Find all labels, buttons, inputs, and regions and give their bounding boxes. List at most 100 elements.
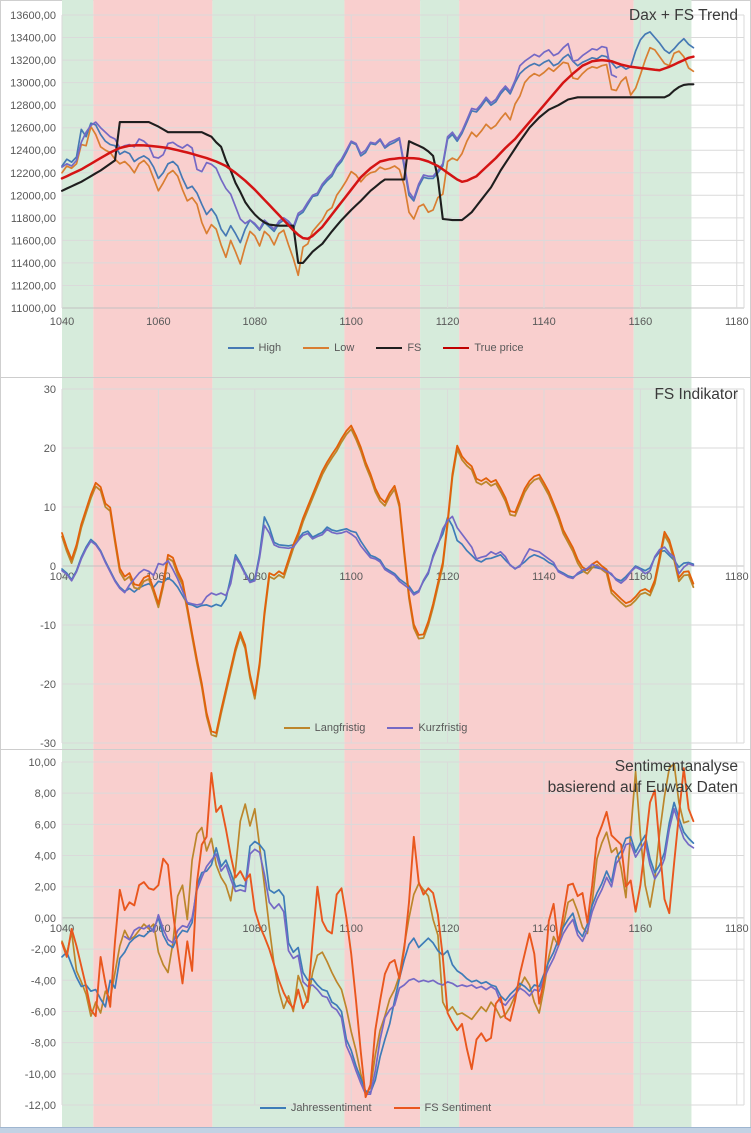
svg-text:2,00: 2,00 xyxy=(35,882,56,894)
svg-text:1100: 1100 xyxy=(339,571,363,583)
legend-line-sample xyxy=(283,727,310,729)
svg-text:1160: 1160 xyxy=(629,316,653,328)
legend-label: High xyxy=(258,342,282,354)
legend-label: Langfristig xyxy=(314,722,366,734)
svg-text:13200,00: 13200,00 xyxy=(10,55,56,67)
chart-title: Sentimentanalyse basierend auf Euwax Dat… xyxy=(548,756,738,798)
svg-text:-10: -10 xyxy=(40,620,56,632)
legend-label: True price xyxy=(474,342,524,354)
svg-text:1140: 1140 xyxy=(532,316,556,328)
legend: Langfristig Kurzfristig xyxy=(0,722,751,734)
svg-text:1180: 1180 xyxy=(725,571,749,583)
svg-text:11800,00: 11800,00 xyxy=(11,213,56,225)
svg-text:1160: 1160 xyxy=(629,923,653,935)
svg-text:11600,00: 11600,00 xyxy=(11,235,56,247)
svg-text:1060: 1060 xyxy=(146,316,170,328)
svg-text:1180: 1180 xyxy=(725,923,749,935)
svg-text:1080: 1080 xyxy=(243,923,267,935)
svg-text:11200,00: 11200,00 xyxy=(11,280,56,292)
svg-text:20: 20 xyxy=(44,443,56,455)
chart-canvas-sentiment[interactable]: 10,00 8,00 6,00 4,00 2,00 0,00 -2,00 -4,00 -6,00… xyxy=(0,750,751,1133)
svg-text:13400,00: 13400,00 xyxy=(10,33,56,45)
series-low xyxy=(61,46,695,277)
y-axis-labels: 10,00 8,00 6,00 4,00 2,00 0,00 -2,00 -4,00 -6,00… xyxy=(25,757,56,1112)
legend: High Low FS True price xyxy=(0,342,751,354)
svg-text:1160: 1160 xyxy=(629,571,653,583)
svg-text:12400,00: 12400,00 xyxy=(10,145,56,157)
legend-line-sample xyxy=(393,1107,420,1109)
legend-item-kurzfristig[interactable]: Kurzfristig xyxy=(387,722,467,734)
legend-item-langfristig[interactable]: Langfristig xyxy=(283,722,366,734)
legend-label: Low xyxy=(334,342,355,354)
svg-text:11000,00: 11000,00 xyxy=(11,303,56,315)
svg-text:13000,00: 13000,00 xyxy=(10,78,56,90)
legend-label: FS Sentiment xyxy=(424,1102,492,1114)
svg-text:-2,00: -2,00 xyxy=(31,944,56,956)
trend-bands xyxy=(62,378,692,750)
svg-text:1080: 1080 xyxy=(243,316,267,328)
series-unlabeled-gold xyxy=(61,762,690,1095)
chart-section-fs-indikator[interactable]: 30 20 10 0 -10 -20 -30 1040 1060 1080 1100 1120 1140… xyxy=(0,377,751,750)
legend-line-sample xyxy=(303,347,330,349)
svg-text:12000,00: 12000,00 xyxy=(10,190,56,202)
chart-title-line: FS Indikator xyxy=(654,386,738,403)
legend: Jahressentiment FS Sentiment xyxy=(0,1102,751,1114)
svg-text:10,00: 10,00 xyxy=(28,757,56,769)
svg-text:-8,00: -8,00 xyxy=(31,1038,56,1050)
series-unlabeled-purple xyxy=(123,807,695,1095)
series-fs xyxy=(60,83,695,264)
series-unlabeled-purple xyxy=(61,42,618,230)
svg-text:1140: 1140 xyxy=(532,571,556,583)
svg-text:8,00: 8,00 xyxy=(35,788,56,800)
legend-item-true-price[interactable]: True price xyxy=(443,342,523,354)
chart-section-sentimentanalyse[interactable]: 10,00 8,00 6,00 4,00 2,00 0,00 -2,00 -4,00 -6,00… xyxy=(0,749,751,1133)
svg-text:30: 30 xyxy=(44,384,56,396)
svg-text:1100: 1100 xyxy=(339,923,363,935)
legend-line-sample xyxy=(259,1107,286,1109)
legend-label: Jahressentiment xyxy=(290,1102,372,1114)
chart-title-line: Sentimentanalyse xyxy=(614,758,738,775)
chart-canvas-price[interactable]: 13600,00 13400,00 13200,00 13000,00 12800,00… xyxy=(0,0,751,377)
svg-text:1040: 1040 xyxy=(50,923,74,935)
svg-text:-20: -20 xyxy=(40,679,56,691)
svg-text:0: 0 xyxy=(50,561,56,573)
gridlines xyxy=(61,388,745,744)
svg-text:11400,00: 11400,00 xyxy=(11,258,56,270)
legend-item-high[interactable]: High xyxy=(227,342,282,354)
chart-title-line: basierend auf Euwax Daten xyxy=(547,779,738,796)
legend-item-fs[interactable]: FS xyxy=(376,342,421,354)
chart-title: Dax + FS Trend xyxy=(629,5,738,26)
chart-section-dax-fs-trend[interactable]: 13600,00 13400,00 13200,00 13000,00 12800,00… xyxy=(0,0,751,377)
svg-text:12800,00: 12800,00 xyxy=(10,100,56,112)
svg-text:12200,00: 12200,00 xyxy=(10,168,56,180)
svg-text:1120: 1120 xyxy=(436,923,460,935)
svg-text:1040: 1040 xyxy=(50,316,74,328)
svg-text:-10,00: -10,00 xyxy=(25,1069,56,1081)
svg-text:-12,00: -12,00 xyxy=(25,1100,56,1112)
gridlines xyxy=(61,14,745,309)
x-axis-labels: 1040 1060 1080 1100 1120 1140 1160 1180 xyxy=(50,316,749,328)
svg-text:1120: 1120 xyxy=(436,316,460,328)
series-fs-sentiment xyxy=(61,767,695,1099)
legend-label: Kurzfristig xyxy=(418,722,468,734)
legend-line-sample xyxy=(387,727,414,729)
legend-item-jahressentiment[interactable]: Jahressentiment xyxy=(259,1102,372,1114)
svg-text:6,00: 6,00 xyxy=(35,819,56,831)
chart-title: FS Indikator xyxy=(654,384,738,405)
legend-item-fs-sentiment[interactable]: FS Sentiment xyxy=(393,1102,492,1114)
legend-item-low[interactable]: Low xyxy=(303,342,354,354)
series-true-price xyxy=(60,55,695,240)
svg-text:1100: 1100 xyxy=(339,316,363,328)
svg-text:4,00: 4,00 xyxy=(35,851,56,863)
svg-text:-30: -30 xyxy=(40,738,56,750)
series-unlabeled-orange xyxy=(61,424,695,734)
window-bottom-bar xyxy=(0,1127,751,1133)
svg-text:1180: 1180 xyxy=(725,316,749,328)
svg-text:1140: 1140 xyxy=(532,923,556,935)
svg-text:-6,00: -6,00 xyxy=(31,1006,56,1018)
chart-title-line: Dax + FS Trend xyxy=(629,7,738,24)
y-axis-labels: 30 20 10 0 -10 -20 -30 xyxy=(40,384,56,750)
legend-line-sample xyxy=(376,347,403,349)
